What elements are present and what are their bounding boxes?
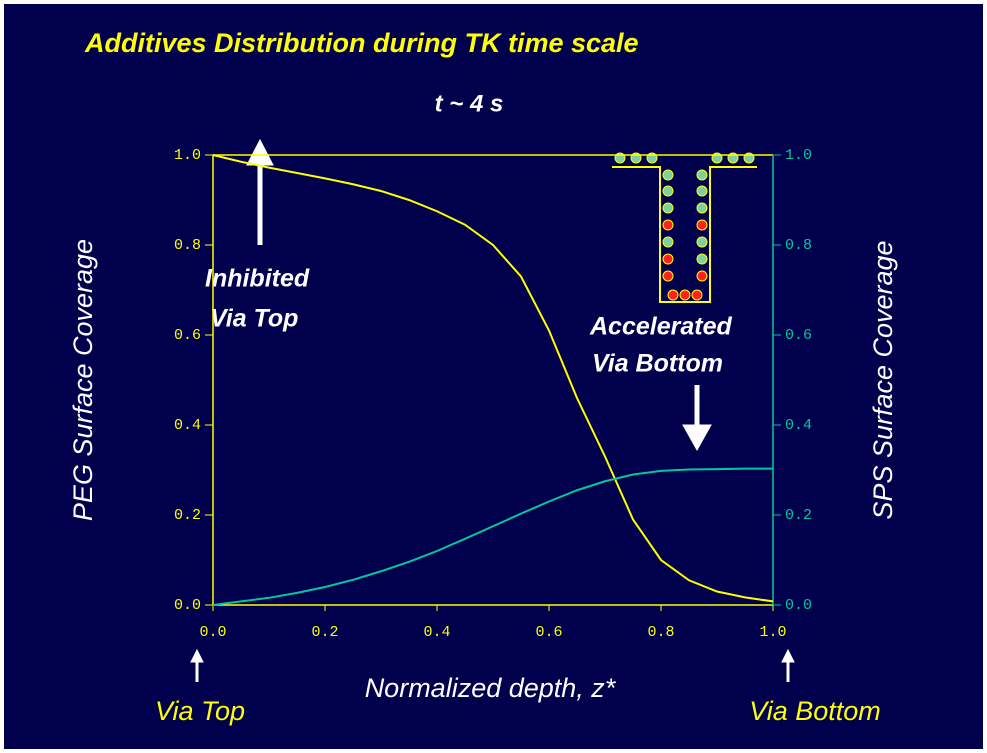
annotation: Inhibited	[205, 265, 310, 293]
y2-tick-label: 0.0	[785, 597, 812, 614]
y2-tick-label: 0.6	[785, 327, 812, 344]
x-end-label: Via Bottom	[749, 696, 881, 726]
chart: Additives Distribution during TK time sc…	[0, 0, 987, 753]
y2-tick-label: 0.4	[785, 417, 812, 434]
y-tick-label: 0.4	[174, 417, 201, 434]
y-axis-label: PEG Surface Coverage	[68, 239, 98, 521]
x-tick-label: 0.0	[199, 624, 226, 641]
y2-tick-label: 1.0	[785, 147, 812, 164]
annotation: Via Top	[210, 305, 298, 333]
annotation: Via Bottom	[592, 350, 723, 378]
x-end-label: Via Top	[155, 696, 245, 726]
y-tick-label: 0.6	[174, 327, 201, 344]
x-tick-label: 0.2	[311, 624, 338, 641]
x-tick-label: 0.6	[535, 624, 562, 641]
x-tick-label: 1.0	[759, 624, 786, 641]
y2-axis-label: SPS Surface Coverage	[868, 240, 898, 519]
y2-tick-label: 0.8	[785, 237, 812, 254]
x-tick-label: 0.4	[423, 624, 450, 641]
x-axis-label: Normalized depth, z*	[365, 673, 617, 703]
y-tick-label: 1.0	[174, 147, 201, 164]
y-tick-label: 0.0	[174, 597, 201, 614]
annotation: Accelerated	[589, 313, 732, 341]
y-tick-label: 0.8	[174, 237, 201, 254]
x-tick-label: 0.8	[647, 624, 674, 641]
chart-title: Additives Distribution during TK time sc…	[84, 28, 639, 58]
subtitle: t ~ 4 s	[435, 90, 504, 117]
y2-tick-label: 0.2	[785, 507, 812, 524]
y-tick-label: 0.2	[174, 507, 201, 524]
